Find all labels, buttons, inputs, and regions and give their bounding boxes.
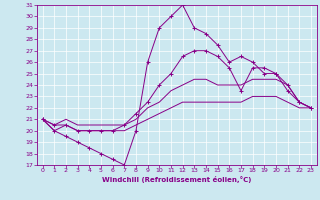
X-axis label: Windchill (Refroidissement éolien,°C): Windchill (Refroidissement éolien,°C) — [102, 176, 252, 183]
